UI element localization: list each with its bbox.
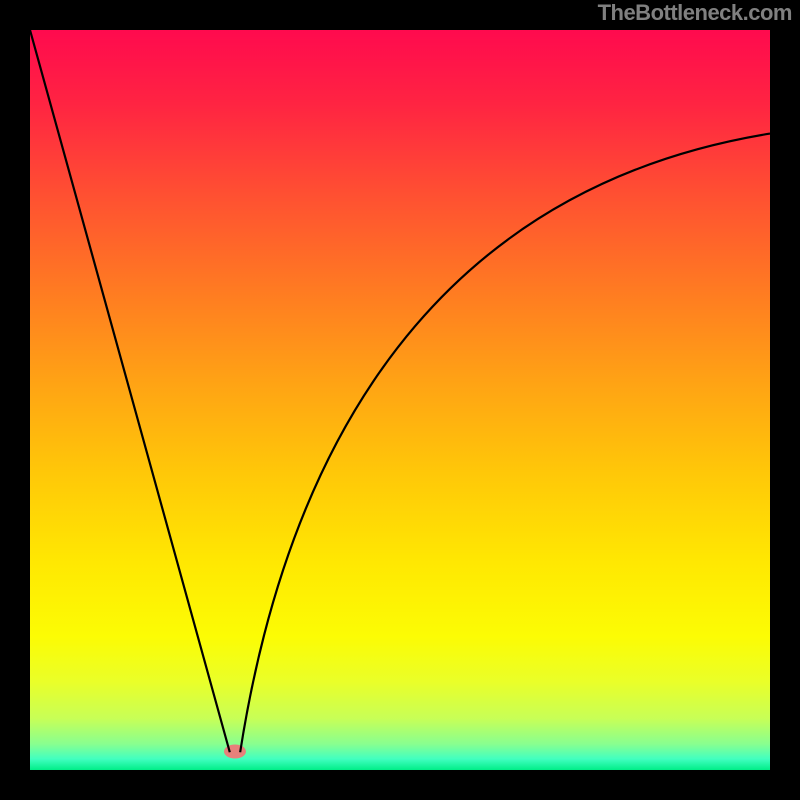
watermark-text: TheBottleneck.com bbox=[598, 0, 792, 26]
chart-gradient-background bbox=[30, 30, 770, 770]
chart-container: { "watermark": { "text": "TheBottleneck.… bbox=[0, 0, 800, 800]
bottleneck-chart bbox=[0, 0, 800, 800]
